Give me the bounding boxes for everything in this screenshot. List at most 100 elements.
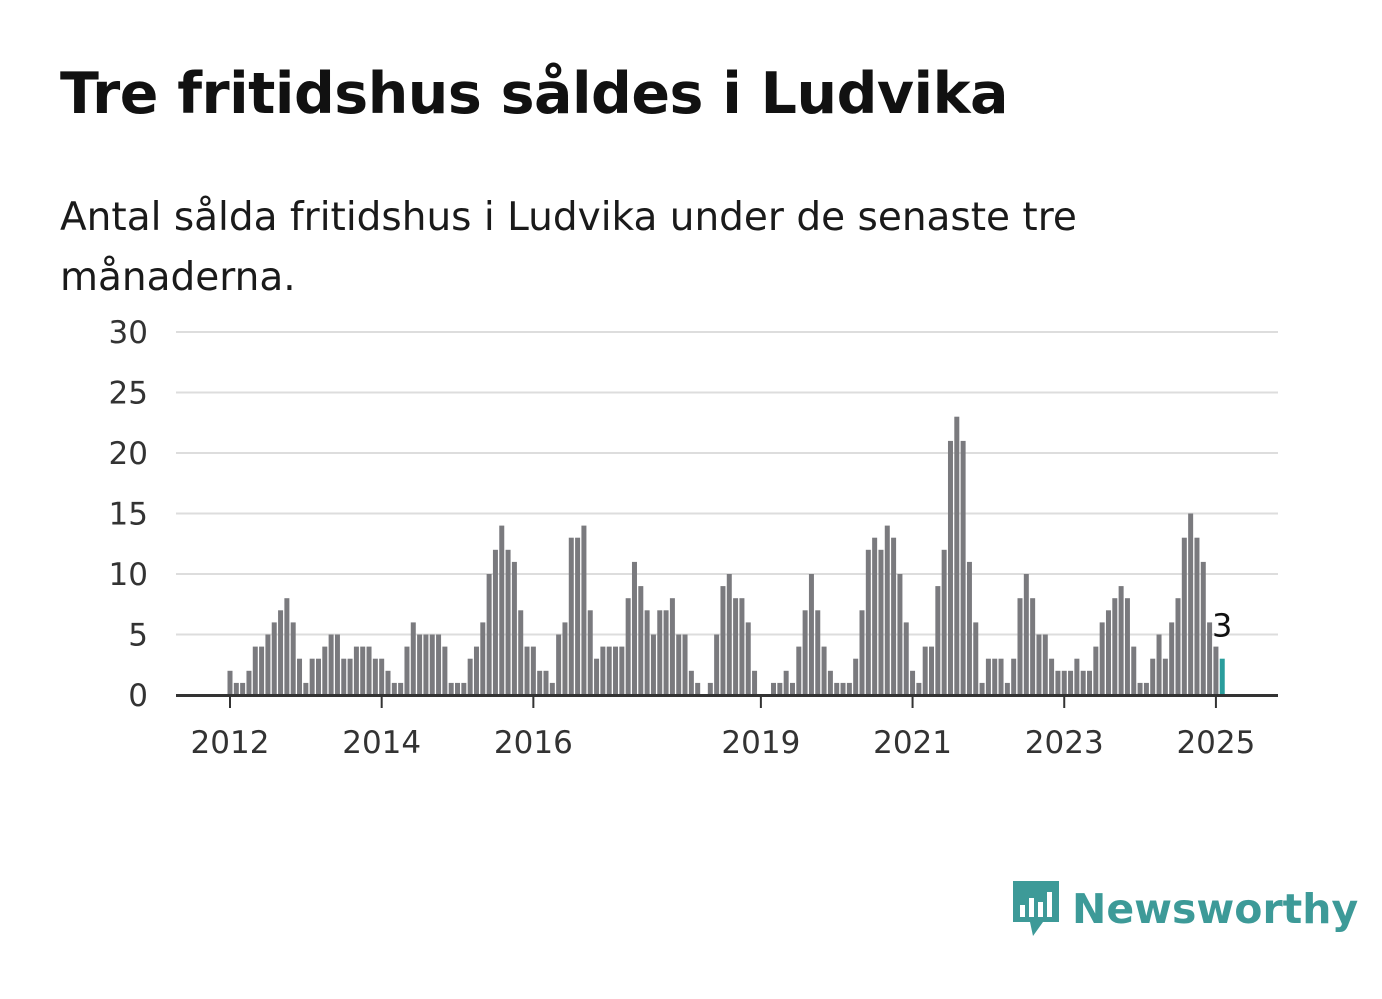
bar [695,682,701,695]
y-tick-label: 30 [109,315,148,351]
bar [594,658,600,695]
bar [884,525,890,695]
x-tick-label: 2014 [342,725,421,761]
bar [467,658,473,695]
bar [486,574,492,695]
chart-subtitle: Antal sålda fritidshus i Ludvika under d… [60,195,1077,300]
bar [973,622,979,695]
bar [834,682,840,695]
bar [1131,646,1137,695]
bar [1188,513,1194,695]
bar [1200,561,1206,695]
bar [530,646,536,695]
bar [941,549,947,695]
bar [328,634,334,695]
bar [853,658,859,695]
newsworthy-logo: Newsworthy [1010,878,1358,940]
bar [1068,670,1074,695]
bar [903,622,909,695]
bar [682,634,688,695]
bar [657,610,663,695]
bar [663,610,669,695]
bar [353,646,359,695]
bar [1093,646,1099,695]
bar [480,622,486,695]
bar [929,646,935,695]
bar [581,525,587,695]
bar [935,586,941,695]
chart-title: Tre fritidshus såldes i Ludvika [60,61,1008,127]
bar [714,634,720,695]
bar [865,549,871,695]
bar [745,622,751,695]
bar [334,634,340,695]
bar [960,440,966,695]
bar [423,634,429,695]
bar [473,646,479,695]
bar [391,682,397,695]
bar [398,682,404,695]
x-tick-label: 2021 [873,725,952,761]
bar [669,598,675,695]
bar [549,682,555,695]
bar [309,658,315,695]
bar [631,561,637,695]
bar [1156,634,1162,695]
bar [985,658,991,695]
bar [341,658,347,695]
bar [619,646,625,695]
y-tick-label: 0 [128,678,148,714]
bar [638,586,644,695]
bar [1143,682,1149,695]
bar [720,586,726,695]
bar [808,574,814,695]
bar [789,682,795,695]
bar [783,670,789,695]
bar [537,670,543,695]
bar [492,549,498,695]
bar [461,682,467,695]
x-axis: 2012 2014 2016 2019 2021 2023 2025 [191,696,1255,761]
bar [366,646,372,695]
bar [979,682,985,695]
bar [278,610,284,695]
bar [297,658,303,695]
bar [417,634,423,695]
bar [1087,670,1093,695]
bar [379,658,385,695]
bar [259,646,265,695]
newsworthy-logo-icon [1013,881,1059,936]
bar [1118,586,1124,695]
bar [240,682,246,695]
y-tick-label: 5 [128,618,148,654]
bar [947,440,953,695]
bar-highlighted [1219,658,1225,695]
bar [1150,658,1156,695]
bar [998,658,1004,695]
bar [524,646,530,695]
bar [922,646,928,695]
bar [726,574,732,695]
bar [1175,598,1181,695]
bar [233,682,239,695]
bar [1055,670,1061,695]
bar [271,622,277,695]
bar [1105,610,1111,695]
bar [840,682,846,695]
bar [360,646,366,695]
bars [227,416,1225,695]
bar [859,610,865,695]
gridlines [176,331,1278,636]
bar [518,610,524,695]
bar [954,416,960,695]
bar [1036,634,1042,695]
x-tick-label: 2025 [1176,725,1255,761]
bar [821,646,827,695]
bar [543,670,549,695]
bar [1049,658,1055,695]
bar [827,670,833,695]
bar [1194,537,1200,695]
bar [227,670,233,695]
bar [1042,634,1048,695]
